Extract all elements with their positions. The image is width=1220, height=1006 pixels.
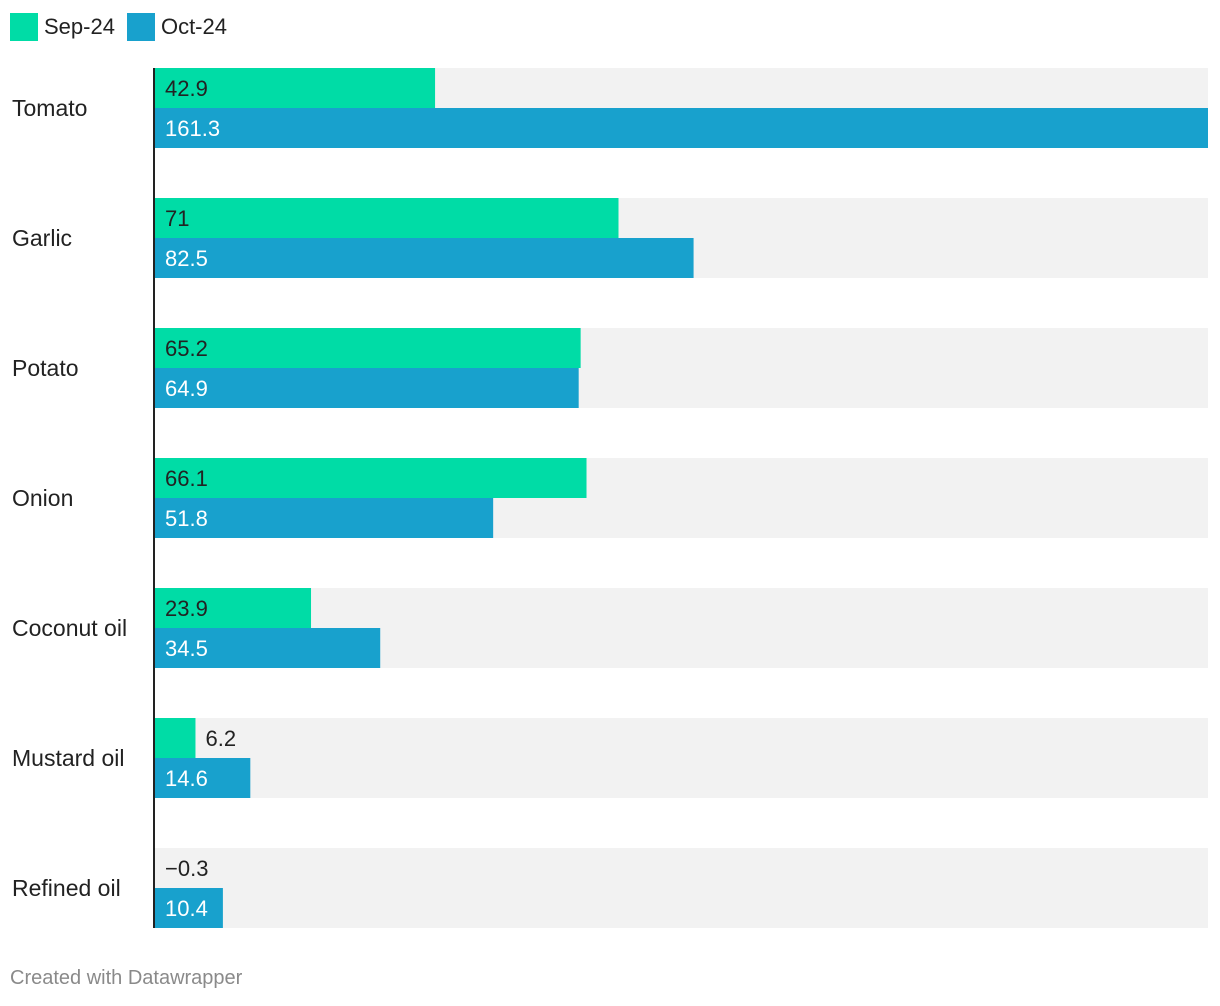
legend: Sep-24 Oct-24 <box>10 12 239 42</box>
bar-oct-24-tomato <box>155 108 1208 148</box>
category-label-potato: Potato <box>12 355 79 381</box>
value-label-sep-24-garlic: 71 <box>165 206 189 231</box>
category-label-mustard-oil: Mustard oil <box>12 745 124 771</box>
category-label-onion: Onion <box>12 485 73 511</box>
bar-oct-24-garlic <box>155 238 694 278</box>
value-label-oct-24-coconut-oil: 34.5 <box>165 636 208 661</box>
value-label-oct-24-onion: 51.8 <box>165 506 208 531</box>
bar-chart: Tomato 42.9 161.3 Garlic 71 82.5 Potato 65.2 64.… <box>12 68 1208 928</box>
bar-oct-24-coconut-oil <box>155 628 381 668</box>
value-label-sep-24-onion: 66.1 <box>165 466 208 491</box>
bar-sep-24-potato <box>155 328 581 368</box>
legend-label-sep-24: Sep-24 <box>44 14 115 39</box>
bar-sep-24-mustard-oil <box>155 718 196 758</box>
bar-oct-24-mustard-oil <box>155 758 251 798</box>
bar-sep-24-onion <box>155 458 587 498</box>
bar-oct-24-onion <box>155 498 494 538</box>
legend-label-oct-24: Oct-24 <box>160 14 227 39</box>
category-label-garlic: Garlic <box>12 225 72 251</box>
legend-item-oct-24: Oct-24 <box>126 13 227 41</box>
footer-credit: Created with Datawrapper <box>10 967 243 989</box>
bar-sep-24-coconut-oil <box>155 588 312 628</box>
value-label-sep-24-potato: 65.2 <box>165 336 208 361</box>
value-label-oct-24-refined-oil: 10.4 <box>165 896 208 921</box>
category-label-coconut-oil: Coconut oil <box>12 615 127 641</box>
category-label-refined-oil: Refined oil <box>12 875 121 901</box>
legend-swatch-oct-24 <box>126 13 155 41</box>
value-label-oct-24-mustard-oil: 14.6 <box>165 766 208 791</box>
value-label-sep-24-coconut-oil: 23.9 <box>165 596 208 621</box>
value-label-oct-24-garlic: 82.5 <box>165 246 208 271</box>
value-label-oct-24-tomato: 161.3 <box>165 116 220 141</box>
bar-oct-24-potato <box>155 368 579 408</box>
bar-sep-24-garlic <box>155 198 619 238</box>
value-label-oct-24-potato: 64.9 <box>165 376 208 401</box>
bar-sep-24-tomato <box>155 68 436 108</box>
value-label-sep-24-tomato: 42.9 <box>165 76 208 101</box>
value-label-sep-24-mustard-oil: 6.2 <box>205 726 236 751</box>
value-label-sep-24-refined-oil: −0.3 <box>165 856 208 881</box>
row-band-refined-oil <box>155 848 1208 928</box>
bar-oct-24-refined-oil <box>155 888 223 928</box>
row-band-mustard-oil <box>155 718 1208 798</box>
legend-item-sep-24: Sep-24 <box>10 13 115 41</box>
category-label-tomato: Tomato <box>12 95 87 121</box>
legend-swatch-sep-24 <box>10 13 38 41</box>
